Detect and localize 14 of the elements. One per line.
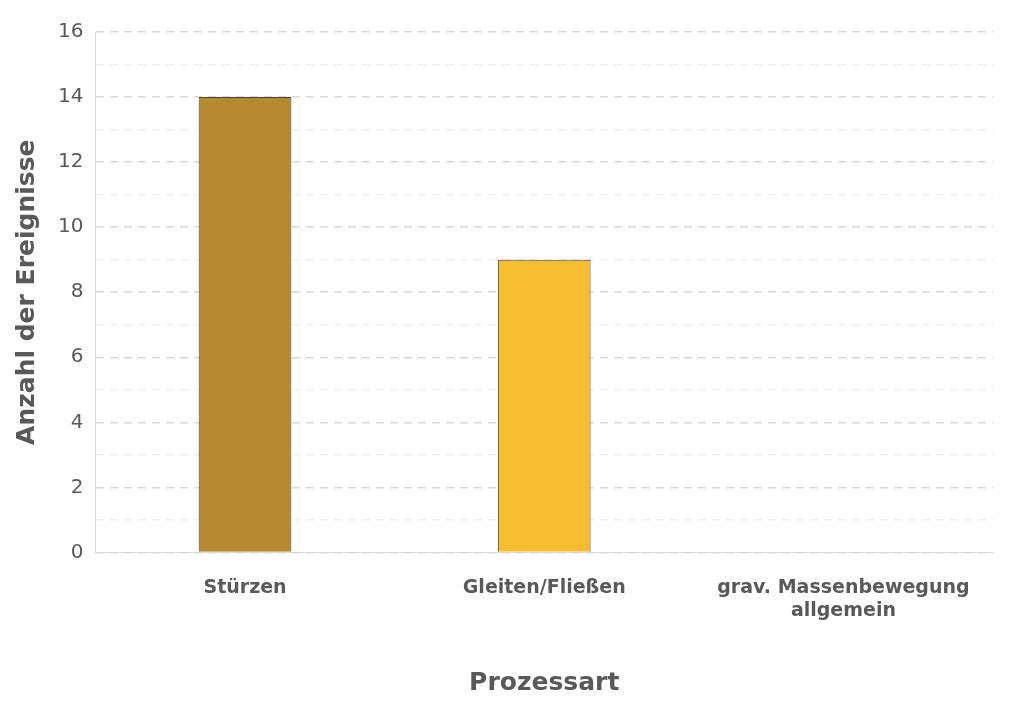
y-tick-label: 6 <box>70 343 84 368</box>
y-tick-label: 16 <box>58 18 84 43</box>
x-tick-label: grav. Massenbewegung allgemein <box>717 574 970 620</box>
y-axis-title: Anzahl der Ereignisse <box>10 139 40 445</box>
y-tick-label: 2 <box>70 473 84 498</box>
y-tick-label: 14 <box>58 83 84 108</box>
y-tick-label: 4 <box>70 408 84 433</box>
y-tick-label: 8 <box>70 278 84 303</box>
x-axis-title: Prozessart <box>469 666 620 696</box>
x-tick-label: Gleiten/Fließen <box>462 574 626 597</box>
y-tick-label: 10 <box>58 213 84 238</box>
x-tick-label: Stürzen <box>203 574 287 597</box>
y-tick-label: 12 <box>58 148 84 173</box>
y-tick-label: 0 <box>70 538 84 563</box>
